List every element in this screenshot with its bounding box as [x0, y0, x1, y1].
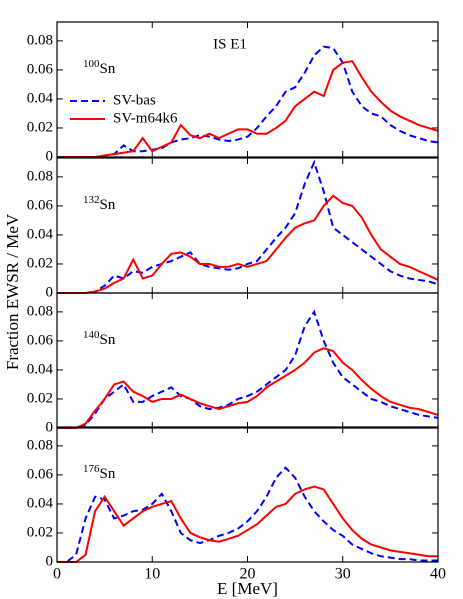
series-line [57, 45, 439, 158]
series-line [57, 309, 439, 429]
y-tick-label: 0.04 [27, 495, 54, 511]
y-tick-label: 0.02 [27, 255, 53, 271]
x-axis-label: E [MeV] [217, 579, 278, 598]
y-tick-label: 0 [46, 284, 54, 300]
series-line [57, 485, 438, 563]
series-line [57, 347, 439, 429]
mass-number: 176 [83, 463, 100, 475]
panel-title: IS E1 [213, 36, 247, 52]
y-tick-label: 0.08 [27, 303, 53, 319]
plot-frame [56, 157, 439, 294]
y-tick-label: 0.02 [27, 119, 53, 135]
series-line [57, 60, 439, 158]
plot-frame [56, 426, 439, 563]
y-tick-label: 0.08 [27, 32, 53, 48]
legend-label: SV-m64k6 [113, 110, 178, 126]
y-tick-label: 0.06 [27, 61, 54, 77]
plot-frame [56, 292, 439, 429]
y-tick-label: 0.06 [27, 466, 54, 482]
element-symbol: Sn [100, 197, 116, 213]
element-symbol: Sn [100, 332, 116, 348]
x-tick-label: 20 [240, 566, 256, 583]
panel-label: 100Sn [83, 58, 116, 78]
series-line [57, 466, 438, 563]
y-tick-label: 0.04 [27, 226, 54, 242]
element-symbol: Sn [100, 61, 116, 77]
panel-label: 176Sn [83, 463, 116, 483]
y-tick-label: 0.06 [27, 332, 54, 348]
panel-label: 140Sn [83, 329, 116, 349]
y-tick-label: 0.02 [27, 524, 53, 540]
y-tick-label: 0 [46, 553, 54, 569]
x-tick-label: 10 [144, 566, 160, 583]
x-tick-label: 40 [430, 566, 446, 583]
y-tick-label: 0.08 [27, 168, 53, 184]
plot-frame [56, 21, 439, 158]
legend-label: SV-bas [113, 92, 156, 108]
y-tick-label: 0.06 [27, 197, 54, 213]
element-symbol: Sn [100, 466, 116, 482]
y-axis-label: Fraction EWSR / MeV [3, 213, 22, 370]
y-tick-label: 0.08 [27, 437, 53, 453]
y-tick-label: 0.04 [27, 90, 54, 106]
y-tick-label: 0.02 [27, 390, 53, 406]
x-tick-label: 0 [53, 566, 61, 583]
y-tick-label: 0 [46, 419, 54, 435]
x-tick-label: 30 [335, 566, 351, 583]
mass-number: 100 [83, 58, 100, 70]
mass-number: 140 [83, 329, 100, 341]
mass-number: 132 [83, 194, 100, 206]
y-tick-label: 0 [46, 148, 54, 164]
panel-label: 132Sn [83, 194, 116, 214]
series-line [57, 159, 439, 294]
series-line [57, 194, 439, 294]
y-tick-label: 0.04 [27, 361, 54, 377]
